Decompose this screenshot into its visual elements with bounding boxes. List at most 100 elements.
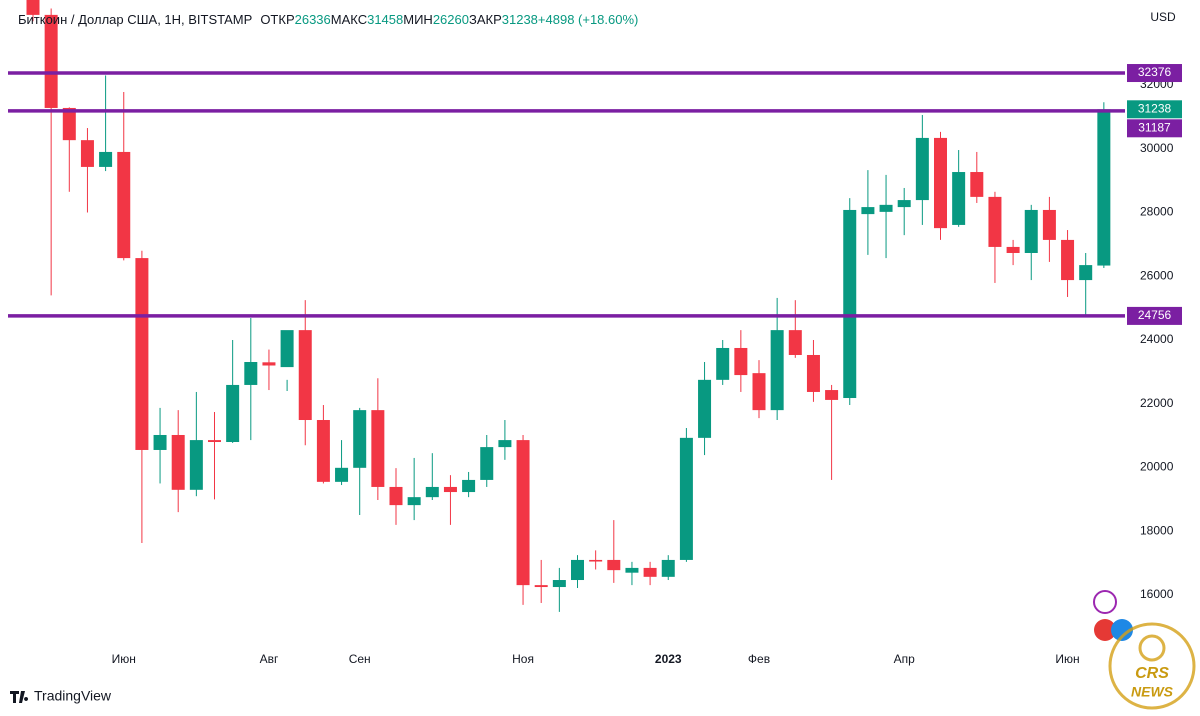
candle-body [952, 172, 966, 225]
candle-body [208, 440, 221, 443]
candle-body [879, 204, 893, 212]
candle-body [335, 467, 349, 482]
icon [1093, 590, 1117, 614]
watermark-ring [1138, 634, 1166, 662]
candle-body [1006, 246, 1020, 253]
candle-body [716, 347, 730, 380]
candle-body [734, 347, 748, 376]
ohlc-value: 31458 [367, 12, 404, 27]
ohlc-label: МИН [403, 12, 433, 27]
candle-body [425, 486, 439, 498]
x-tick-label: Фев [748, 652, 770, 666]
candle-body [825, 390, 839, 400]
candle-body [44, 14, 58, 108]
watermark-text: CRS [1135, 665, 1169, 682]
icon [1111, 619, 1133, 641]
change: +4898 (+18.60%) [537, 12, 639, 27]
candle-body [788, 330, 802, 355]
y-tick-label: 16000 [1140, 587, 1174, 601]
price-label: 24756 [1138, 308, 1172, 322]
candle-body [643, 567, 657, 577]
ohlc-value: 26336 [294, 12, 331, 27]
x-tick-label: Ноя [512, 652, 534, 666]
price-label-box [1127, 119, 1182, 138]
candle-body [806, 354, 820, 392]
candle-body [843, 209, 857, 399]
price-label-box [1127, 64, 1182, 83]
candle-body [1042, 209, 1056, 240]
candle-body [679, 437, 693, 560]
candle-body [26, 0, 40, 15]
price-label: 31187 [1138, 120, 1171, 134]
candle-body [1024, 209, 1038, 253]
candle-body [661, 559, 675, 577]
candle-body [861, 207, 875, 215]
candle-body [99, 151, 113, 167]
candle-body [80, 140, 94, 167]
candle-body [607, 559, 621, 571]
y-tick-label: 20000 [1140, 460, 1174, 474]
price-label: 32376 [1138, 65, 1172, 79]
currency: USD [1150, 10, 1176, 24]
y-tick-label: 26000 [1140, 268, 1174, 282]
brand: TradingView [34, 688, 112, 704]
brand-logo [10, 691, 29, 703]
candle-body [443, 486, 457, 493]
icon [1094, 619, 1116, 641]
ohlc-value: 26260 [432, 12, 469, 27]
price-label-box [1127, 100, 1182, 119]
candle-body [1079, 265, 1093, 281]
candle-body [534, 585, 548, 588]
candle-body [353, 410, 367, 468]
candle-body [934, 137, 947, 229]
candle-body [171, 434, 185, 490]
x-tick-label: Апр [894, 652, 916, 666]
ohlc-label: МАКС [330, 12, 368, 27]
candle-body [752, 373, 766, 411]
candle-body [552, 580, 566, 588]
candle-body [571, 559, 584, 581]
candle-body [189, 440, 203, 490]
ohlc-label: ОТКР [260, 12, 295, 27]
candle-body [117, 151, 131, 259]
candle-body [988, 196, 1002, 247]
candle-body [589, 559, 603, 562]
price-label-box [1127, 306, 1182, 325]
x-tick-label: Сен [349, 652, 371, 666]
candle-body [1097, 109, 1111, 266]
y-tick-label: 18000 [1140, 523, 1174, 537]
candle-body [970, 172, 984, 197]
watermark-ring [1108, 622, 1196, 710]
watermark-text: NEWS [1131, 684, 1174, 700]
x-tick-label: Июн [112, 652, 136, 666]
candle-body [770, 330, 784, 411]
candle-body [915, 137, 929, 201]
candle-body [1061, 239, 1075, 281]
candle-body [897, 200, 911, 208]
candle-body [389, 486, 403, 506]
candle-body [280, 330, 294, 368]
legend-header: Биткоин / Доллар США, 1Н, BITSTAMP ОТКР26… [18, 12, 638, 27]
candle-body [153, 434, 167, 450]
candle-body [62, 107, 76, 141]
ohlc-label: ЗАКР [468, 12, 502, 27]
plot-area [26, 0, 1111, 612]
y-tick-label: 28000 [1140, 205, 1174, 219]
x-tick-label: Июн [1055, 652, 1079, 666]
candle-body [407, 497, 421, 506]
candle-body [298, 330, 312, 421]
candle-body [462, 479, 476, 493]
symbol: Биткоин / Доллар США, 1Н, BITSTAMP [18, 12, 253, 27]
x-tick-label: 2023 [655, 652, 682, 666]
candle-body [244, 361, 258, 385]
candle-body [480, 447, 494, 480]
candle-body [371, 410, 385, 487]
x-tick-label: Авг [260, 652, 279, 666]
candle-body [316, 420, 330, 482]
ohlc-value: 31238 [501, 12, 538, 27]
y-tick-label: 30000 [1140, 141, 1174, 155]
candle-body [498, 440, 512, 448]
candle-body [226, 384, 240, 443]
